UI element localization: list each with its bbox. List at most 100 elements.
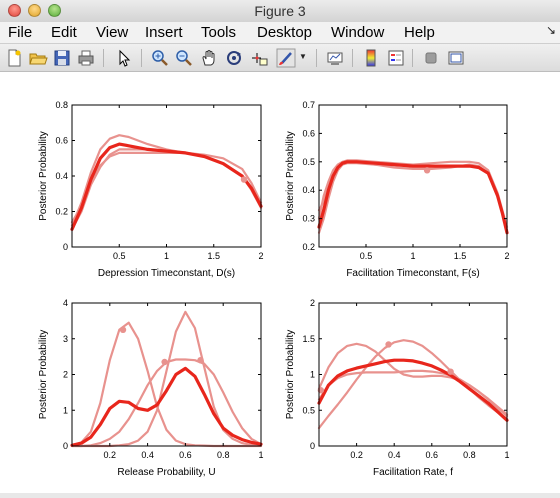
toolbar-separator: [103, 49, 104, 67]
series-line-main: [317, 358, 509, 422]
minimize-window-button[interactable]: [28, 4, 41, 17]
menu-window[interactable]: Window: [331, 24, 385, 41]
y-axis-label: Posterior Probability: [285, 131, 296, 220]
y-tick-label: 0.8: [55, 100, 68, 110]
rotate-3d-icon[interactable]: [224, 48, 244, 68]
show-plot-tools-icon[interactable]: [446, 48, 466, 68]
y-tick-label: 0.2: [302, 242, 315, 252]
y-tick-label: 1: [310, 370, 315, 380]
y-tick-label: 0.6: [55, 136, 68, 146]
menu-desktop[interactable]: Desktop: [257, 24, 313, 41]
x-tick-label: 0.4: [388, 450, 401, 460]
x-tick-label: 0.8: [463, 450, 476, 460]
close-window-button[interactable]: [8, 4, 21, 17]
y-tick-label: 2: [63, 370, 68, 380]
y-tick-label: 0.3: [302, 214, 315, 224]
x-tick-label: 2: [258, 251, 263, 261]
x-tick-label: 0.6: [179, 450, 192, 460]
print-icon[interactable]: [76, 48, 96, 68]
x-tick-label: 1: [410, 251, 415, 261]
x-tick-label: 1: [504, 450, 509, 460]
figure-canvas: 0.5 1 1.5 2 0 0.2 0.4 0.6 0.8 Depression Timecons…: [0, 72, 560, 493]
series-line-main: [317, 160, 509, 235]
menu-overflow-arrow-icon[interactable]: ↘: [545, 23, 556, 37]
save-icon[interactable]: [52, 48, 72, 68]
series-line-main: [70, 366, 263, 447]
menu-bar: File Edit View Insert Tools Desktop Wind…: [0, 22, 560, 44]
x-axis-label: Release Probability, U: [117, 467, 215, 478]
y-tick-label: 0.4: [55, 171, 68, 181]
plots-svg: 0.5 1 1.5 2 0 0.2 0.4 0.6 0.8 Depression Timecons…: [38, 100, 510, 478]
data-marker: [423, 167, 431, 174]
series-line-main: [70, 142, 263, 231]
colorbar-icon[interactable]: [361, 48, 381, 68]
y-tick-label: 0.5: [302, 405, 315, 415]
series-line-sample: [317, 369, 509, 416]
y-tick-label: 0: [310, 441, 315, 451]
pointer-icon[interactable]: [114, 48, 134, 68]
x-tick-label: 0.5: [113, 251, 126, 261]
brush-dropdown-icon[interactable]: ▼: [299, 52, 307, 61]
data-marker: [197, 357, 204, 364]
hide-plot-tools-icon[interactable]: [421, 48, 441, 68]
menu-view[interactable]: View: [96, 24, 129, 41]
y-axis-label: Posterior Probability: [38, 131, 49, 220]
subplot-2[interactable]: 0.5 1 1.5 2 0.2 0.3 0.4 0.5 0.6 0.7 Facilitation T…: [285, 100, 510, 279]
menu-insert[interactable]: Insert: [145, 24, 183, 41]
x-axis-label: Facilitation Rate, f: [373, 467, 453, 478]
data-marker: [161, 358, 168, 366]
menu-tools[interactable]: Tools: [201, 24, 237, 41]
y-tick-label: 0: [63, 242, 68, 252]
subplot-4[interactable]: 0.2 0.4 0.6 0.8 1 0 0.5 1 1.5 2 Facilitation Rate,…: [285, 298, 510, 478]
menu-file[interactable]: File: [8, 24, 33, 41]
x-tick-label: 1.5: [454, 251, 467, 261]
x-tick-label: 0.6: [426, 450, 439, 460]
x-tick-label: 0.5: [360, 251, 373, 261]
zoom-window-button[interactable]: [48, 4, 61, 17]
subplot-3[interactable]: 0.2 0.4 0.6 0.8 1 0 1 2 3 4 Release Probability, U…: [38, 298, 264, 478]
title-bar: Figure 3: [0, 0, 560, 23]
brush-icon[interactable]: [276, 48, 296, 68]
link-plot-icon[interactable]: [325, 48, 345, 68]
menu-edit[interactable]: Edit: [51, 24, 77, 41]
series-line-sample: [70, 151, 263, 224]
menu-help[interactable]: Help: [404, 24, 435, 41]
zoom-in-icon[interactable]: [150, 48, 170, 68]
y-tick-label: 4: [63, 298, 68, 308]
toolbar-separator: [316, 49, 317, 67]
data-cursor-icon[interactable]: [249, 48, 269, 68]
x-tick-label: 1.5: [207, 251, 220, 261]
new-figure-icon[interactable]: [4, 48, 24, 68]
axes-background: [72, 105, 261, 247]
data-marker: [447, 368, 454, 375]
y-tick-label: 0.2: [55, 207, 68, 217]
y-tick-label: 1.5: [302, 334, 315, 344]
x-tick-label: 1: [258, 450, 263, 460]
toolbar-separator: [352, 49, 353, 67]
zoom-out-icon[interactable]: [174, 48, 194, 68]
x-tick-label: 0.2: [104, 450, 117, 460]
open-file-icon[interactable]: [28, 48, 48, 68]
x-tick-label: 0.8: [217, 450, 230, 460]
x-axis-label: Facilitation Timeconstant, F(s): [346, 268, 479, 279]
subplot-1[interactable]: 0.5 1 1.5 2 0 0.2 0.4 0.6 0.8 Depression Timecons…: [38, 100, 264, 279]
x-tick-label: 1: [164, 251, 169, 261]
y-tick-label: 2: [310, 298, 315, 308]
x-tick-label: 0.2: [350, 450, 363, 460]
pan-hand-icon[interactable]: [199, 48, 219, 68]
y-tick-label: 0.4: [302, 185, 315, 195]
x-tick-label: 2: [504, 251, 509, 261]
y-tick-label: 0.7: [302, 100, 315, 110]
data-marker: [119, 326, 127, 334]
x-tick-label: 0.4: [141, 450, 154, 460]
figure-toolbar: ▼: [0, 44, 560, 72]
data-marker: [240, 176, 248, 183]
toolbar-separator: [141, 49, 142, 67]
y-tick-label: 1: [63, 405, 68, 415]
y-tick-label: 0: [63, 441, 68, 451]
legend-icon[interactable]: [386, 48, 406, 68]
y-axis-label: Posterior Probability: [285, 330, 296, 419]
window-title: Figure 3: [254, 3, 306, 19]
y-axis-label: Posterior Probability: [38, 330, 49, 419]
y-tick-label: 0.5: [302, 157, 315, 167]
